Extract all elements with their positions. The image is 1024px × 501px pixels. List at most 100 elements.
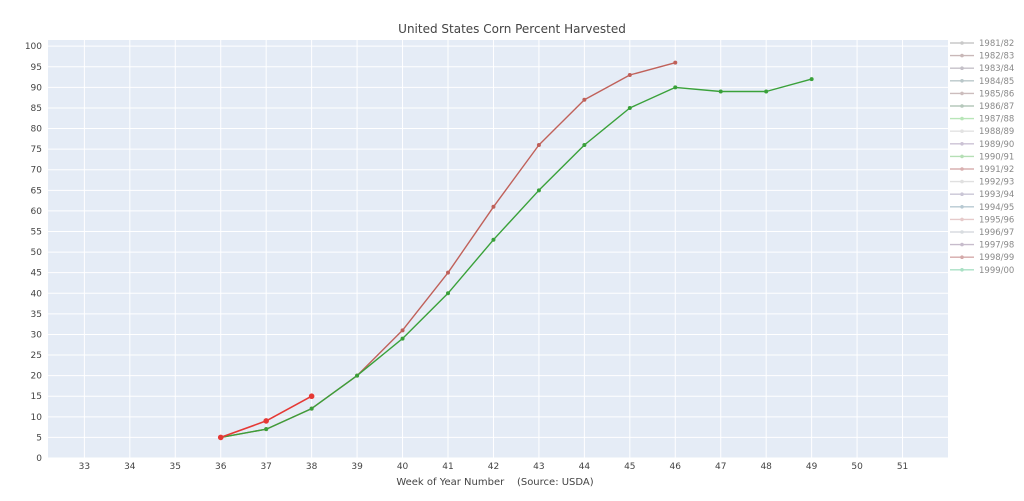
y-tick-label: 5 [36, 433, 42, 443]
y-tick-label: 85 [31, 104, 42, 114]
data-point[interactable] [491, 237, 496, 242]
y-tick-label: 75 [31, 145, 42, 155]
legend-label: 1996/97 [979, 228, 1014, 238]
data-point[interactable] [536, 143, 541, 148]
legend-marker [960, 116, 964, 121]
legend-item[interactable]: 1992/93 [950, 178, 1014, 188]
legend-marker [960, 255, 964, 259]
legend-label: 1987/88 [979, 115, 1014, 125]
data-point[interactable] [400, 328, 405, 333]
y-tick-label: 10 [31, 413, 43, 423]
x-tick-label: 38 [306, 462, 318, 472]
x-tick-label: 43 [533, 462, 544, 472]
data-point[interactable] [673, 60, 678, 65]
x-axis-title: Week of Year Number (Source: USDA) [396, 477, 593, 488]
legend-item[interactable]: 1982/83 [950, 52, 1014, 62]
x-tick-label: 44 [579, 462, 591, 472]
legend-label: 1989/90 [979, 140, 1014, 150]
series-layer [217, 60, 814, 441]
legend-marker [960, 217, 964, 222]
x-tick-label: 37 [260, 462, 271, 472]
data-point[interactable] [400, 336, 405, 341]
series-3 [217, 393, 315, 441]
x-tick-label: 50 [851, 462, 863, 472]
legend[interactable]: 1981/82 1982/83 1983/84 1984/85 1985/86 1986/… [950, 39, 1014, 276]
legend-item[interactable]: 1985/86 [950, 89, 1014, 99]
legend-marker [960, 104, 964, 108]
legend-marker [960, 79, 964, 83]
legend-item[interactable]: 1987/88 [950, 115, 1014, 125]
y-tick-label: 65 [31, 186, 42, 196]
legend-item[interactable]: 1991/92 [950, 165, 1014, 175]
legend-item[interactable]: 1984/85 [950, 77, 1014, 87]
legend-item[interactable]: 1989/90 [950, 140, 1014, 150]
legend-item[interactable]: 1999/00 [950, 266, 1014, 276]
y-tick-label: 40 [31, 289, 43, 299]
legend-item[interactable]: 1995/96 [950, 215, 1014, 225]
legend-label: 1981/82 [979, 39, 1014, 49]
y-tick-label: 95 [31, 63, 42, 73]
x-axis-ticks: 33 34 35 36 37 38 39 40 41 42 43 44 45 46 47 48 49 50 51 [79, 462, 909, 472]
legend-item[interactable]: 1986/87 [950, 102, 1014, 112]
data-point[interactable] [582, 143, 587, 148]
data-point[interactable] [627, 105, 632, 110]
x-tick-label: 41 [442, 462, 453, 472]
legend-item[interactable]: 1994/95 [950, 203, 1014, 213]
legend-item[interactable]: 1983/84 [950, 64, 1014, 74]
y-tick-label: 45 [31, 269, 42, 279]
y-tick-label: 35 [31, 310, 42, 320]
y-tick-label: 25 [31, 351, 42, 361]
legend-label: 1984/85 [979, 77, 1014, 87]
legend-item[interactable]: 1993/94 [950, 190, 1014, 200]
data-point[interactable] [446, 291, 450, 296]
y-tick-label: 55 [31, 227, 42, 237]
grid-lines [48, 40, 948, 459]
data-point[interactable] [264, 427, 269, 432]
data-point[interactable] [673, 85, 678, 90]
legend-marker [960, 41, 964, 45]
data-point[interactable] [536, 188, 541, 193]
y-tick-label: 50 [31, 248, 43, 258]
legend-marker [960, 268, 964, 272]
legend-marker [960, 179, 964, 184]
x-tick-label: 35 [170, 462, 181, 472]
legend-marker [960, 167, 964, 171]
data-point[interactable] [446, 270, 450, 275]
y-tick-label: 70 [31, 166, 43, 176]
legend-label: 1991/92 [979, 165, 1014, 175]
y-tick-label: 100 [25, 42, 42, 52]
data-point[interactable] [764, 89, 769, 94]
data-point[interactable] [718, 89, 723, 94]
y-axis-ticks: 0 5 10 15 20 25 30 35 40 45 50 55 60 65 70 75 80 85 90 95 10… [25, 42, 42, 464]
x-tick-label: 36 [215, 462, 227, 472]
legend-label: 1999/00 [979, 266, 1014, 276]
y-tick-label: 20 [31, 372, 43, 382]
legend-item[interactable]: 1996/97 [950, 228, 1014, 238]
legend-item[interactable]: 1998/99 [950, 253, 1014, 263]
data-point[interactable] [263, 418, 269, 424]
legend-label: 1986/87 [979, 102, 1014, 112]
data-point[interactable] [491, 204, 496, 209]
legend-marker [960, 66, 964, 70]
legend-marker [960, 205, 964, 209]
y-tick-label: 80 [31, 125, 43, 135]
legend-label: 1982/83 [979, 52, 1014, 62]
legend-label: 1992/93 [979, 178, 1014, 188]
data-point[interactable] [309, 406, 314, 411]
legend-item[interactable]: 1997/98 [950, 241, 1014, 251]
legend-item[interactable]: 1981/82 [950, 39, 1014, 49]
data-point[interactable] [809, 77, 814, 82]
legend-marker [960, 129, 964, 133]
data-point[interactable] [308, 393, 315, 400]
x-tick-label: 49 [806, 462, 818, 472]
data-point[interactable] [627, 73, 632, 78]
data-point[interactable] [217, 434, 224, 441]
data-point[interactable] [355, 373, 360, 378]
data-point[interactable] [582, 97, 587, 102]
legend-item[interactable]: 1990/91 [950, 152, 1014, 162]
y-tick-label: 60 [31, 207, 43, 217]
legend-label: 1995/96 [979, 215, 1014, 225]
legend-item[interactable]: 1988/89 [950, 127, 1014, 137]
x-tick-label: 51 [897, 462, 908, 472]
x-tick-label: 42 [488, 462, 499, 472]
